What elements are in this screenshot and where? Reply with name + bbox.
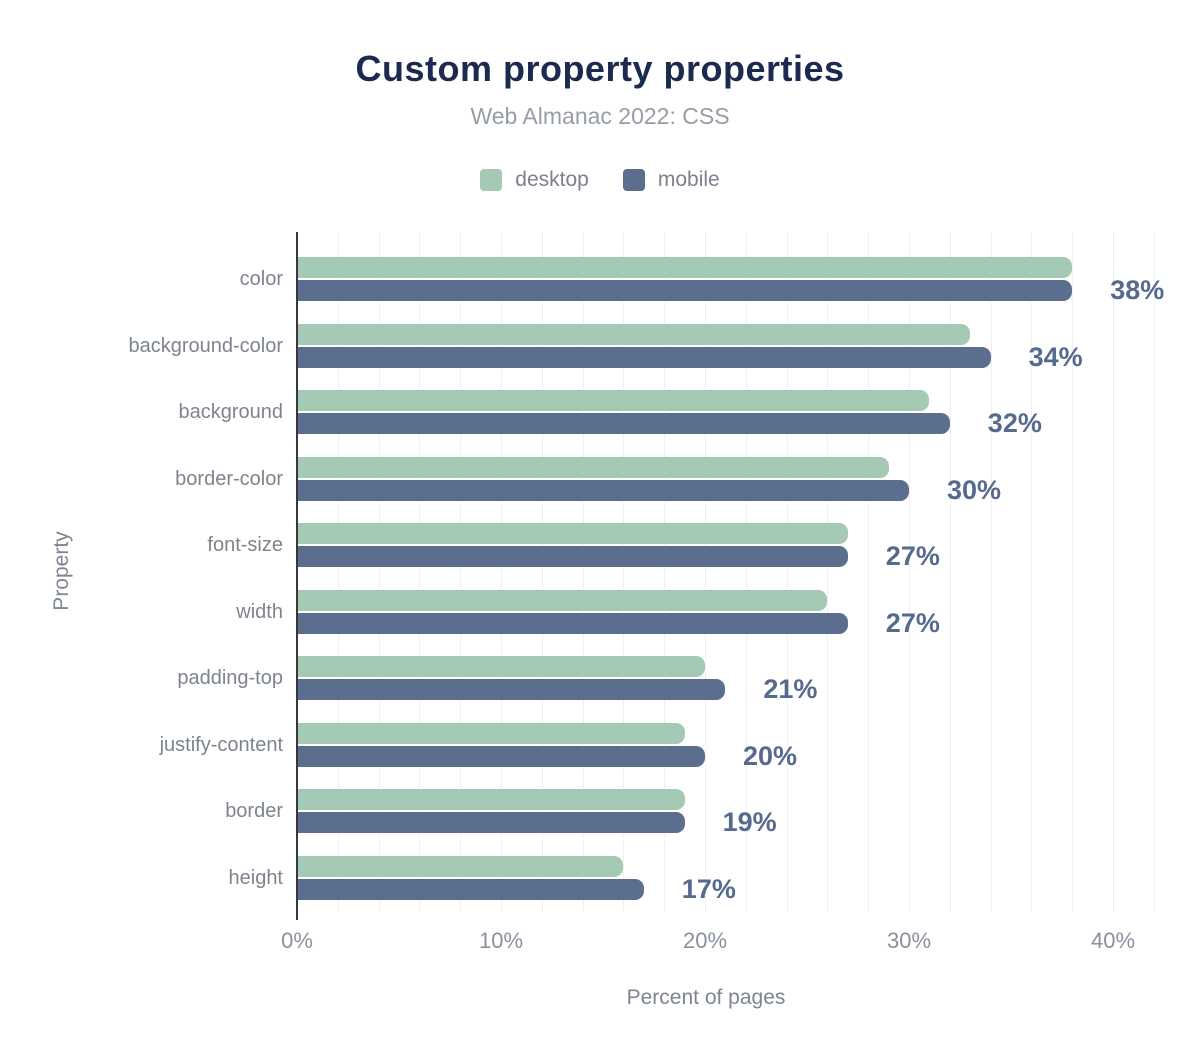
bar-value-label: 19% [722,807,777,838]
gridline [419,232,421,911]
gridline [949,232,951,911]
category-label-font-size: font-size [207,534,283,557]
gridline [990,232,992,911]
bar-value-label: 32% [987,408,1042,439]
gridline [378,232,380,911]
bar-mobile-font-size[interactable] [297,546,848,568]
bar-mobile-width[interactable] [297,612,848,634]
x-tick-label: 30% [886,928,932,953]
category-label-border-color: border-color [175,467,283,490]
gridline [827,232,829,911]
gridline [460,232,462,911]
gridline [909,232,910,911]
plot-area: 38% 34% 32% 30% 27% 27% 21% 20% 19% 17% [297,232,1164,911]
bar-desktop-border[interactable] [297,789,685,811]
gridline [623,232,625,911]
bar-desktop-height[interactable] [297,855,624,877]
category-label-justify-content: justify-content [159,733,283,756]
gridline [1031,232,1033,911]
bar-desktop-width[interactable] [297,589,828,611]
bar-value-label: 21% [763,674,818,705]
bar-value-label: 27% [885,607,940,638]
gridline [582,232,584,911]
legend-item-mobile[interactable]: mobile [622,168,720,192]
bar-desktop-color[interactable] [297,257,1073,279]
bar-desktop-padding-top[interactable] [297,656,705,678]
legend-swatch-icon [480,169,503,191]
bar-mobile-justify-content[interactable] [297,745,705,767]
bar-value-label: 30% [947,474,1002,505]
gridline [541,232,543,911]
category-label-color: color [239,268,283,291]
bar-mobile-background-color[interactable] [297,346,991,368]
gridline [501,232,502,911]
bar-desktop-background[interactable] [297,390,930,412]
category-label-padding-top: padding-top [177,667,283,690]
gridline [664,232,666,911]
gridline [1113,232,1114,911]
bar-mobile-border-color[interactable] [297,479,909,501]
legend-label: desktop [515,168,589,191]
bar-mobile-height[interactable] [297,878,644,900]
gridline [705,232,706,911]
bar-mobile-color[interactable] [297,280,1073,302]
gridline [1153,232,1155,911]
legend-item-desktop[interactable]: desktop [480,168,589,192]
x-tick-label: 40% [1090,928,1136,953]
category-label-width: width [236,600,283,623]
bar-value-label: 17% [681,873,736,904]
legend: desktop mobile [0,168,1200,192]
category-label-background: background [178,401,283,424]
bar-desktop-border-color[interactable] [297,456,889,478]
chart-title: Custom property properties [355,48,845,89]
legend-swatch-icon [622,169,645,191]
bar-value-label: 38% [1110,275,1165,306]
bar-value-label: 34% [1028,341,1083,372]
bar-mobile-padding-top[interactable] [297,679,726,701]
category-label-background-color: background-color [128,334,283,357]
bar-desktop-justify-content[interactable] [297,722,685,744]
bar-mobile-background[interactable] [297,413,950,435]
gridline [745,232,747,911]
gridline [786,232,788,911]
category-label-border: border [225,800,283,823]
y-axis-line [296,232,298,920]
legend-label: mobile [657,168,720,191]
gridline [868,232,870,911]
x-tick-label: 10% [478,928,524,953]
x-tick-label: 20% [682,928,728,953]
x-tick-label: 0% [281,928,313,953]
bar-desktop-font-size[interactable] [297,523,848,545]
gridline [1072,232,1074,911]
category-label-height: height [228,866,284,889]
bar-desktop-background-color[interactable] [297,323,971,345]
bar-value-label: 27% [885,541,940,572]
gridline [337,232,339,911]
bar-value-label: 20% [743,740,798,771]
x-axis-title: Percent of pages [626,986,786,1009]
chart-subtitle: Web Almanac 2022: CSS [470,103,730,129]
bar-mobile-border[interactable] [297,812,685,834]
